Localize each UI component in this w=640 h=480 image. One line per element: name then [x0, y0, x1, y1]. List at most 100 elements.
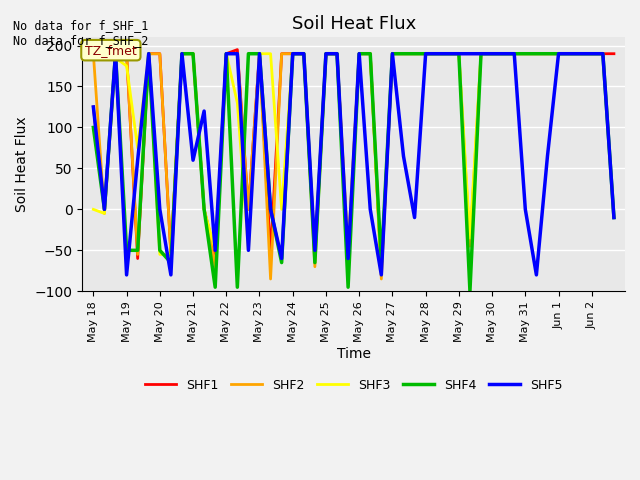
- SHF5: [189, 157, 197, 163]
- SHF5: [300, 51, 308, 57]
- SHF3: [411, 51, 419, 57]
- SHF5: [355, 51, 363, 57]
- SHF3: [267, 51, 275, 57]
- SHF1: [488, 51, 496, 57]
- SHF3: [499, 51, 507, 57]
- SHF3: [444, 51, 452, 57]
- SHF2: [223, 51, 230, 57]
- SHF3: [477, 51, 485, 57]
- SHF2: [532, 51, 540, 57]
- SHF4: [333, 51, 341, 57]
- SHF3: [532, 51, 540, 57]
- Title: Soil Heat Flux: Soil Heat Flux: [291, 15, 416, 33]
- SHF5: [511, 51, 518, 57]
- Line: SHF2: SHF2: [93, 54, 614, 279]
- SHF3: [433, 51, 440, 57]
- SHF1: [543, 51, 551, 57]
- SHF1: [344, 252, 352, 257]
- SHF5: [333, 51, 341, 57]
- SHF2: [399, 51, 407, 57]
- Legend: SHF1, SHF2, SHF3, SHF4, SHF5: SHF1, SHF2, SHF3, SHF4, SHF5: [140, 374, 568, 396]
- SHF2: [599, 51, 607, 57]
- SHF1: [511, 51, 518, 57]
- SHF3: [388, 51, 396, 57]
- SHF3: [167, 252, 175, 257]
- SHF2: [333, 51, 341, 57]
- SHF2: [344, 264, 352, 270]
- SHF5: [267, 206, 275, 212]
- SHF4: [511, 51, 518, 57]
- SHF2: [311, 264, 319, 270]
- SHF5: [367, 206, 374, 212]
- SHF5: [555, 51, 563, 57]
- SHF2: [189, 51, 197, 57]
- SHF4: [444, 51, 452, 57]
- SHF2: [488, 51, 496, 57]
- SHF3: [255, 51, 263, 57]
- Line: SHF1: SHF1: [93, 49, 614, 271]
- SHF1: [278, 51, 285, 57]
- SHF1: [234, 47, 241, 52]
- SHF3: [134, 145, 141, 151]
- SHF3: [300, 51, 308, 57]
- SHF2: [444, 51, 452, 57]
- SHF1: [255, 51, 263, 57]
- SHF4: [466, 288, 474, 294]
- SHF3: [588, 51, 596, 57]
- SHF4: [378, 260, 385, 265]
- SHF4: [111, 51, 119, 57]
- SHF2: [588, 51, 596, 57]
- SHF5: [499, 51, 507, 57]
- SHF4: [422, 51, 429, 57]
- SHF1: [455, 51, 463, 57]
- SHF2: [200, 206, 208, 212]
- SHF3: [511, 51, 518, 57]
- Line: SHF4: SHF4: [93, 54, 614, 291]
- SHF2: [234, 51, 241, 57]
- SHF2: [156, 51, 164, 57]
- SHF1: [477, 51, 485, 57]
- SHF5: [322, 51, 330, 57]
- SHF2: [499, 51, 507, 57]
- SHF4: [255, 51, 263, 57]
- SHF4: [488, 51, 496, 57]
- SHF1: [90, 104, 97, 110]
- SHF1: [466, 51, 474, 57]
- SHF1: [588, 51, 596, 57]
- SHF5: [255, 51, 263, 57]
- SHF3: [355, 51, 363, 57]
- SHF5: [134, 157, 141, 163]
- SHF2: [134, 252, 141, 257]
- SHF4: [455, 51, 463, 57]
- SHF3: [234, 100, 241, 106]
- SHF5: [399, 153, 407, 159]
- SHF1: [388, 51, 396, 57]
- SHF4: [211, 284, 219, 290]
- SHF1: [178, 51, 186, 57]
- SHF4: [244, 51, 252, 57]
- SHF4: [311, 260, 319, 265]
- SHF4: [388, 51, 396, 57]
- SHF2: [322, 51, 330, 57]
- SHF4: [90, 124, 97, 130]
- SHF3: [178, 51, 186, 57]
- SHF5: [488, 51, 496, 57]
- SHF3: [200, 206, 208, 212]
- SHF5: [588, 51, 596, 57]
- SHF3: [189, 51, 197, 57]
- SHF2: [511, 51, 518, 57]
- SHF2: [433, 51, 440, 57]
- SHF1: [378, 268, 385, 274]
- SHF1: [244, 206, 252, 212]
- SHF4: [223, 51, 230, 57]
- SHF4: [189, 51, 197, 57]
- SHF2: [422, 51, 429, 57]
- SHF3: [599, 51, 607, 57]
- SHF2: [455, 51, 463, 57]
- SHF2: [90, 51, 97, 57]
- SHF1: [300, 51, 308, 57]
- SHF1: [134, 256, 141, 262]
- SHF1: [610, 51, 618, 57]
- SHF5: [610, 215, 618, 220]
- SHF4: [178, 51, 186, 57]
